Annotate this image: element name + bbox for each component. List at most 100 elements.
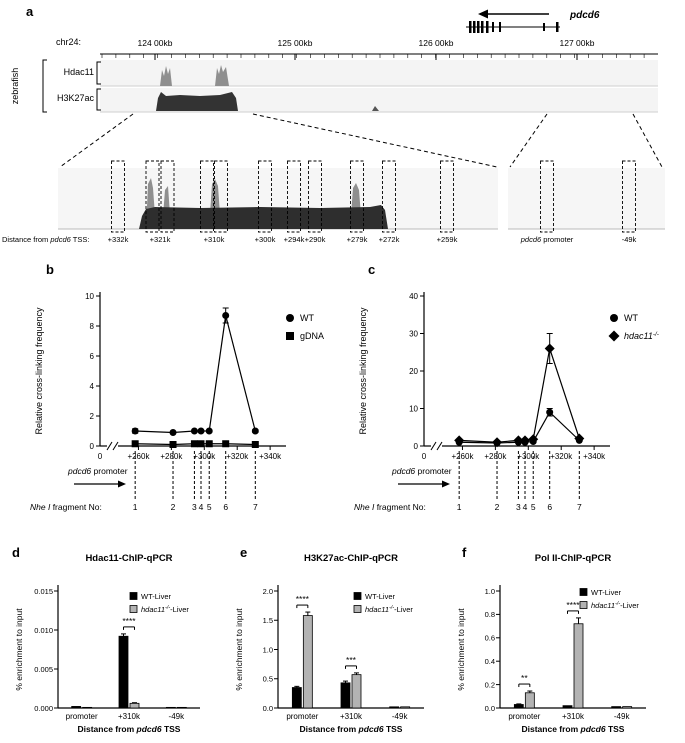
legend-marker (286, 332, 294, 340)
y-axis-title: % enrichment to input (14, 608, 24, 691)
legend-swatch (579, 588, 588, 596)
fragment-number: 2 (495, 502, 500, 512)
x-tick-label: +310k (340, 712, 363, 721)
bar (118, 635, 129, 709)
x-axis-title: Distance from pdcd6 TSS (78, 724, 181, 734)
data-point (454, 435, 465, 446)
y-tick-label: 2.0 (263, 587, 273, 596)
significance-stars: ** (521, 673, 528, 683)
bar (340, 682, 351, 709)
legend-marker (610, 314, 618, 322)
panel-d-chart: 0.000 0.005 0.010 0.015 promoter +310k **** -49… (14, 553, 200, 734)
y-tick-label: 0.8 (485, 610, 495, 619)
legend-swatch (353, 592, 362, 600)
fragment-caption: Nhe I fragment No: (354, 502, 426, 512)
fragment-caption: Nhe I fragment No: (30, 502, 102, 512)
promoter-annotation: pdcd6 promoter (391, 466, 452, 476)
text-part: TSS: (70, 235, 90, 244)
x-axis-title: Distance from pdcd6 TSS (300, 724, 403, 734)
x-tick-label: promoter (66, 712, 98, 721)
region-box (287, 160, 301, 233)
data-point (169, 441, 177, 448)
fragment-number: 6 (547, 502, 552, 512)
y-tick-label: 2 (90, 412, 95, 421)
distance-label: +300k (254, 235, 276, 244)
chart-title: Hdac11-ChIP-qPCR (85, 553, 172, 564)
text-part: TSS (384, 724, 403, 734)
panel-a-canvas: pdcd6 chr24: 124 00kb 125 00kb 126 00kb … (42, 9, 665, 233)
significance-stars: *** (346, 655, 357, 665)
zoom-track-right-bg (508, 168, 665, 229)
bar (611, 706, 622, 709)
bar (513, 704, 524, 709)
data-point (205, 427, 213, 435)
y-axis-title: % enrichment to input (456, 608, 466, 691)
legend-swatch (129, 592, 138, 600)
bar (302, 615, 313, 709)
y-tick-label: 0 (414, 442, 419, 451)
y-tick-label: 0.5 (263, 675, 273, 684)
region-box (540, 160, 554, 233)
region-box (308, 160, 322, 233)
text-part: hdac11 (141, 605, 165, 614)
distance-label: +279k (346, 235, 368, 244)
x-tick-label: +300k (517, 452, 540, 461)
hdac11-bracket (96, 61, 101, 85)
text-part: hdac11 (591, 601, 615, 610)
text-part: hdac11 (624, 331, 653, 341)
panel-a-genome-browser: a zebrafish Hdac11 H3K27ac pdcd6 (0, 0, 685, 258)
promoter-arrow-head (442, 480, 450, 488)
gene-exon (486, 21, 489, 33)
y-tick-label: 30 (409, 330, 418, 339)
bar (165, 706, 176, 709)
distance-label: +321k (149, 235, 171, 244)
axis-break-mark (430, 441, 437, 451)
bar (71, 706, 82, 709)
text-part: Distance from (522, 724, 581, 734)
promoter-arrow-head (118, 480, 126, 488)
fragment-number: 1 (457, 502, 462, 512)
panel-b-chart: 0 2 4 6 8 10 +260k +280k +300k +320k +340k 0 Relativ… (30, 292, 324, 512)
y-tick-label: 0.0 (485, 704, 495, 713)
text-part: WT (300, 313, 314, 323)
panel-c-chart: 0 10 20 30 40 +260k +280k +300k +320k +340k 0 Relat… (354, 292, 660, 512)
text-part: promoter (415, 466, 452, 476)
dashed-region-boxes (111, 160, 636, 233)
significance-stars: **** (566, 600, 580, 610)
legend-marker (286, 314, 294, 322)
data-point (251, 427, 259, 435)
y-tick-label: 0 (90, 442, 95, 451)
neg49-label: -49k (621, 235, 637, 244)
bar (400, 706, 411, 709)
y-tick-label: 0.005 (34, 665, 53, 674)
region-box (214, 160, 228, 233)
text-part: promoter (541, 235, 574, 244)
x-tick-label: +320k (550, 452, 573, 461)
data-point (513, 435, 524, 446)
region-box (111, 160, 125, 233)
x-tick-label: +280k (484, 452, 507, 461)
fragment-number: 7 (577, 502, 582, 512)
text-part: WT-Liver (365, 592, 396, 601)
panel-d-label: d (12, 545, 20, 560)
h3k27ac-signal-minor (372, 106, 379, 111)
species-bracket (42, 59, 47, 113)
axis-break-mark (106, 441, 113, 451)
chart-title: Pol II-ChIP-qPCR (535, 553, 612, 564)
y-tick-label: 0.010 (34, 626, 53, 635)
data-point (197, 427, 205, 435)
gene-exon (499, 22, 501, 32)
gene-name-label: pdcd6 (569, 10, 600, 21)
legend-label: hdac11-/--Liver (591, 601, 639, 610)
legend-label: WT-Liver (365, 592, 396, 601)
y-tick-label: 40 (409, 292, 418, 301)
gene-arrow-head (478, 9, 488, 19)
significance-stars: **** (296, 594, 310, 604)
y-axis-title: Relative cross-linking frequency (34, 307, 44, 435)
gene-model (466, 9, 560, 33)
gene-exon (492, 22, 494, 32)
legend-swatch (353, 605, 362, 613)
distance-caption: Distance from pdcd6 TSS: (2, 235, 89, 244)
bar (573, 623, 584, 709)
hdac11-track-bg (100, 60, 658, 86)
